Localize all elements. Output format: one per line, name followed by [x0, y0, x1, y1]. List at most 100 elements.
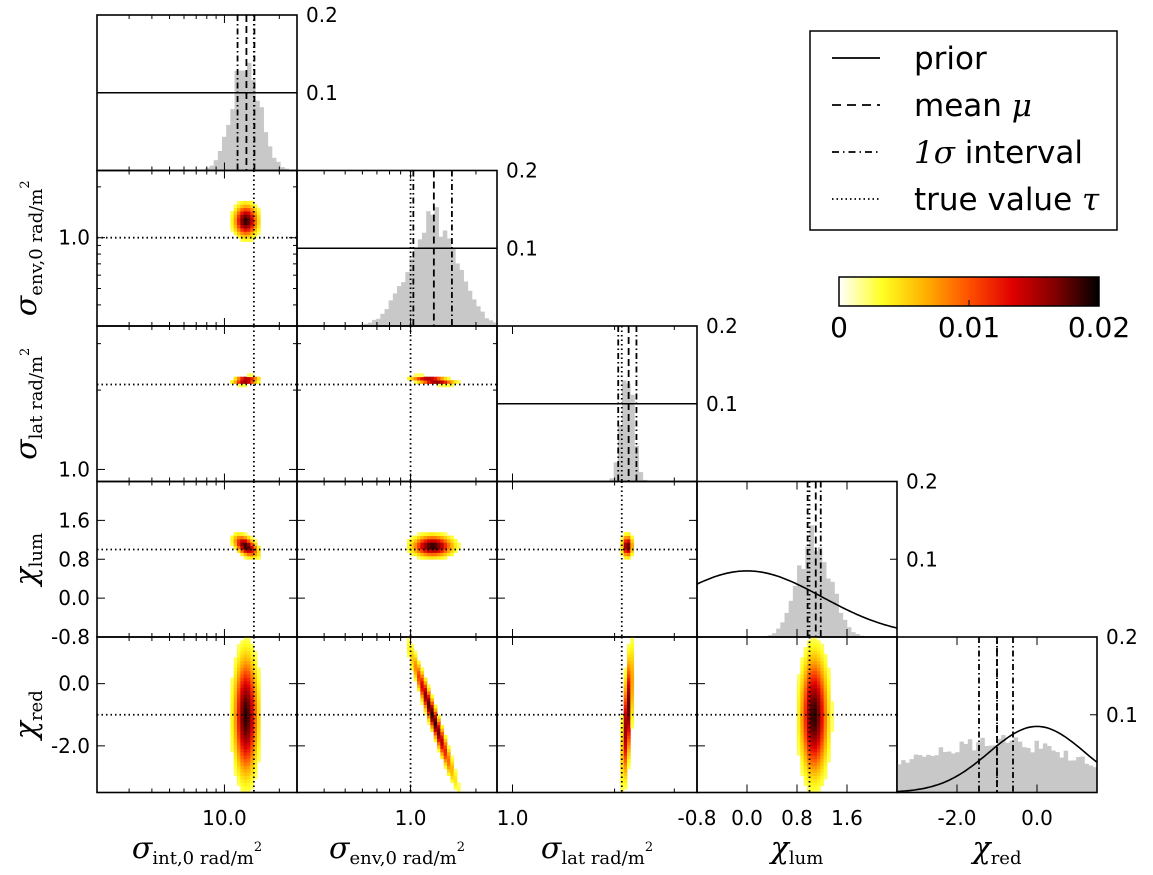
density-cell	[247, 549, 251, 553]
density-cell	[623, 785, 628, 790]
density-cell	[820, 667, 825, 672]
density-cell	[243, 694, 248, 699]
density-cell	[247, 660, 251, 665]
density-cell	[623, 545, 628, 550]
density-cell	[443, 745, 448, 749]
density-cell	[443, 549, 448, 553]
density-cell	[433, 380, 438, 384]
density-cell	[250, 778, 255, 783]
density-cell	[803, 694, 808, 699]
density-cell	[253, 650, 258, 655]
density-cell	[620, 741, 625, 746]
density-cell	[813, 718, 818, 722]
density-cell	[803, 674, 808, 678]
density-cell	[253, 755, 258, 760]
histogram-bar	[1013, 737, 1019, 793]
density-cell	[813, 684, 818, 689]
density-cell	[410, 542, 415, 547]
density-cell	[233, 762, 238, 766]
density-cell	[257, 217, 261, 222]
y-tick-label: 0.0	[58, 672, 90, 696]
density-cell	[257, 667, 261, 672]
density-cell	[237, 549, 241, 553]
density-cell	[450, 775, 455, 780]
density-cell	[243, 714, 248, 719]
density-cell	[810, 697, 815, 702]
density-cell	[257, 751, 261, 756]
density-cell	[240, 782, 245, 787]
density-cell	[253, 224, 258, 229]
density-cell	[443, 552, 448, 557]
legend-label-dashdot: 1σ interval	[914, 135, 1083, 171]
density-cell	[257, 552, 261, 557]
density-cell	[627, 765, 631, 770]
density-cell	[243, 670, 248, 675]
panel-sigma_env-sigma_env: 0.10.2	[296, 159, 538, 327]
density-cell	[237, 687, 241, 692]
histogram-bar	[492, 322, 498, 326]
density-cell	[810, 647, 815, 651]
density-cell	[410, 545, 415, 550]
density-cell	[803, 724, 808, 729]
x-axis-label-sigma_int: σint,0 rad/m2	[132, 831, 262, 869]
density-cell	[827, 731, 831, 736]
density-cell	[630, 657, 635, 662]
density-cell	[253, 227, 258, 232]
density-cell	[420, 680, 425, 685]
panel-frame	[296, 325, 498, 483]
density-cell	[233, 211, 238, 215]
density-cell	[230, 721, 235, 726]
density-cell	[823, 694, 828, 699]
density-cell	[250, 775, 255, 780]
density-cell	[620, 782, 625, 787]
density-cell	[413, 552, 418, 557]
density-cell	[433, 718, 438, 722]
histogram-bar	[259, 107, 264, 171]
density-cell	[627, 684, 631, 689]
density-cell	[240, 664, 245, 668]
density-cell	[257, 380, 261, 384]
diag-tick-label: 0.1	[1106, 703, 1138, 727]
density-cell	[240, 694, 245, 699]
density-cell	[623, 680, 628, 685]
density-cell	[430, 728, 435, 733]
density-cell	[407, 538, 411, 543]
density-cell	[250, 748, 255, 753]
density-cell	[813, 697, 818, 702]
density-cell	[247, 200, 251, 205]
density-cell	[243, 735, 248, 739]
density-cell	[813, 637, 818, 641]
density-cell	[240, 707, 245, 712]
density-cell	[627, 707, 631, 712]
density-cell	[450, 535, 455, 540]
density-cell	[453, 785, 458, 790]
diag-tick-label: 0.2	[506, 159, 538, 183]
density-cell	[440, 555, 445, 560]
density-cell	[237, 707, 241, 712]
density-cell	[250, 745, 255, 749]
density-cell	[413, 657, 418, 662]
density-cell	[437, 714, 441, 719]
histogram-bar	[855, 634, 860, 637]
density-cell	[253, 721, 258, 726]
density-cell	[430, 721, 435, 726]
density-cell	[233, 214, 238, 219]
density-cell	[450, 552, 455, 557]
density-cell	[823, 674, 828, 678]
density-cell	[827, 694, 831, 699]
density-cell	[233, 758, 238, 763]
density-cell	[820, 745, 825, 749]
density-cell	[443, 762, 448, 766]
histogram-bar	[1026, 747, 1031, 793]
density-cell	[250, 214, 255, 219]
density-cell	[830, 711, 835, 716]
histogram-bar	[247, 62, 252, 171]
density-cell	[817, 728, 821, 733]
density-cell	[250, 660, 255, 665]
histogram-bar	[276, 161, 281, 171]
density-cell	[807, 778, 811, 783]
density-cell	[233, 772, 238, 776]
density-cell	[627, 724, 631, 729]
density-cell	[253, 768, 258, 773]
